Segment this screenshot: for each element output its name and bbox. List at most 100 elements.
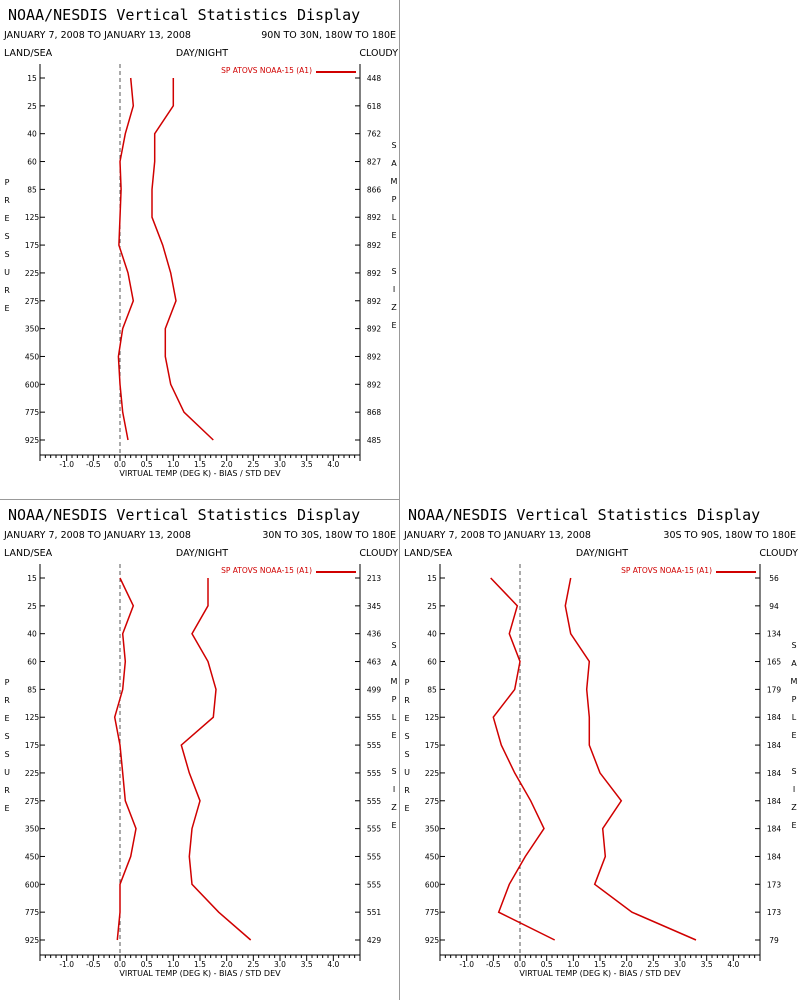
pressure-level-label: 175 <box>425 741 440 750</box>
y2-label-letter: P <box>392 195 397 204</box>
x-axis-label: VIRTUAL TEMP (DEG K) - BIAS / STD DEV <box>519 969 681 978</box>
day-night-label: DAY/NIGHT <box>176 548 228 559</box>
pressure-level-label: 275 <box>25 297 40 306</box>
x-tick-label: 2.0 <box>221 960 233 969</box>
x-tick-label: 2.5 <box>247 960 259 969</box>
y2-label-letter: E <box>391 731 396 740</box>
y2-label-letter: P <box>392 695 397 704</box>
sample-size-label: 866 <box>367 185 382 194</box>
pressure-level-label: 225 <box>425 769 440 778</box>
y-label-letter: E <box>404 804 409 813</box>
pressure-level-label: 450 <box>425 852 440 861</box>
std-dev-series-line <box>180 578 252 941</box>
y2-label-letter: E <box>791 731 796 740</box>
x-tick-label: 2.0 <box>221 460 233 469</box>
sample-size-label: 184 <box>767 769 782 778</box>
sample-size-label: 448 <box>367 74 382 83</box>
y2-label-letter: A <box>391 159 397 168</box>
sample-size-label: 173 <box>767 908 782 917</box>
y-label-letter: P <box>405 678 410 687</box>
date-range: JANUARY 7, 2008 TO JANUARY 13, 2008 <box>3 530 191 541</box>
x-tick-label: -0.5 <box>86 960 101 969</box>
land-sea-label: LAND/SEA <box>4 48 53 59</box>
x-tick-label: 2.5 <box>647 960 659 969</box>
y-label-letter: E <box>4 714 9 723</box>
x-tick-label: 2.0 <box>621 960 633 969</box>
y-label-letter: E <box>4 304 9 313</box>
sample-size-label: 618 <box>367 102 382 111</box>
pressure-level-label: 775 <box>425 908 440 917</box>
pressure-level-label: 600 <box>25 380 40 389</box>
y2-label-letter: M <box>791 677 798 686</box>
y2-label-letter: P <box>792 695 797 704</box>
y2-label-letter: M <box>391 177 398 186</box>
y-label-letter: U <box>4 268 10 277</box>
pressure-level-label: 925 <box>425 936 440 945</box>
panel-30s-90s: NOAA/NESDIS Vertical Statistics Display J… <box>400 500 800 1000</box>
sample-size-label: 555 <box>367 880 382 889</box>
y-label-letter: U <box>4 768 10 777</box>
sample-size-label: 892 <box>367 352 382 361</box>
chart-title: NOAA/NESDIS Vertical Statistics Display <box>408 506 760 524</box>
y-label-letter: S <box>404 732 409 741</box>
y2-label-letter: A <box>791 659 797 668</box>
x-tick-label: -0.5 <box>86 460 101 469</box>
x-tick-label: 0.5 <box>541 960 553 969</box>
panel-90n-30n: NOAA/NESDIS Vertical Statistics Display J… <box>0 0 400 500</box>
sample-size-label: 555 <box>367 852 382 861</box>
y2-label-letter: E <box>791 821 796 830</box>
day-night-label: DAY/NIGHT <box>576 548 628 559</box>
chart-title: NOAA/NESDIS Vertical Statistics Display <box>8 506 360 524</box>
pressure-level-label: 775 <box>25 908 40 917</box>
pressure-level-label: 125 <box>25 213 40 222</box>
x-tick-label: 3.0 <box>274 460 286 469</box>
sample-size-label: 436 <box>367 630 382 639</box>
sample-size-label: 173 <box>767 880 782 889</box>
x-axis-label: VIRTUAL TEMP (DEG K) - BIAS / STD DEV <box>119 969 281 978</box>
pressure-level-label: 125 <box>25 713 40 722</box>
chart-30s-90s: NOAA/NESDIS Vertical Statistics Display J… <box>403 506 798 978</box>
sample-size-label: 184 <box>767 825 782 834</box>
bias-series-line <box>113 577 137 941</box>
pressure-level-label: 125 <box>425 713 440 722</box>
sample-size-label: 555 <box>367 797 382 806</box>
x-tick-label: 0.5 <box>141 960 153 969</box>
cloudy-label: CLOUDY <box>759 548 798 559</box>
pressure-level-label: 275 <box>25 797 40 806</box>
pressure-level-label: 350 <box>25 325 40 334</box>
sample-size-label: 179 <box>767 685 782 694</box>
sample-size-label: 184 <box>767 713 782 722</box>
chart-title: NOAA/NESDIS Vertical Statistics Display <box>8 6 360 24</box>
pressure-level-label: 25 <box>427 602 437 611</box>
y-label-letter: S <box>404 750 409 759</box>
x-tick-label: -1.0 <box>459 960 474 969</box>
sample-size-label: 555 <box>367 825 382 834</box>
sample-size-label: 165 <box>767 658 782 667</box>
y-label-letter: S <box>4 250 9 259</box>
sample-size-label: 892 <box>367 297 382 306</box>
sample-size-label: 134 <box>767 630 782 639</box>
sample-size-label: 79 <box>769 936 779 945</box>
x-tick-label: -1.0 <box>59 960 74 969</box>
pressure-level-label: 15 <box>427 574 437 583</box>
sample-size-label: 892 <box>367 380 382 389</box>
land-sea-label: LAND/SEA <box>4 548 53 559</box>
y2-label-letter: Z <box>391 303 397 312</box>
pressure-level-label: 225 <box>25 769 40 778</box>
pressure-level-label: 925 <box>25 936 40 945</box>
y2-label-letter: E <box>391 231 396 240</box>
y-label-letter: R <box>4 286 10 295</box>
pressure-level-label: 60 <box>27 158 37 167</box>
chart-30n-30s: NOAA/NESDIS Vertical Statistics Display J… <box>3 506 398 978</box>
day-night-label: DAY/NIGHT <box>176 48 228 59</box>
sample-size-label: 555 <box>367 741 382 750</box>
pressure-level-label: 85 <box>27 185 37 194</box>
y2-label-letter: I <box>393 785 395 794</box>
y-label-letter: S <box>4 232 9 241</box>
pressure-level-label: 40 <box>27 630 37 639</box>
x-tick-label: 1.0 <box>167 460 179 469</box>
sample-size-label: 184 <box>767 797 782 806</box>
y-label-letter: S <box>4 750 9 759</box>
empty-panel <box>400 0 800 500</box>
y-label-letter: R <box>404 696 410 705</box>
